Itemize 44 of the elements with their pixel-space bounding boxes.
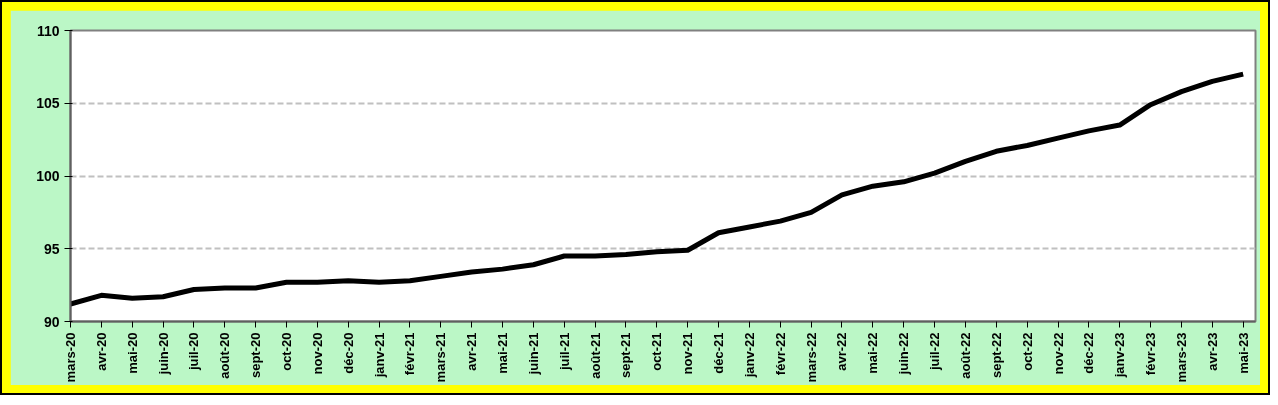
x-tick-label: juil-21	[556, 332, 572, 372]
x-tick-label: nov-22	[1050, 332, 1066, 375]
x-tick-label: mars-23	[1173, 332, 1189, 383]
x-tick-label: oct-20	[279, 332, 295, 371]
x-tick-label: août-22	[957, 332, 973, 379]
y-tick-label: 95	[43, 240, 60, 257]
x-tick-label: sept-21	[618, 332, 634, 379]
x-tick-label: mai-23	[1235, 332, 1251, 374]
y-tick-label: 105	[36, 95, 60, 112]
x-tick-label: avr-21	[464, 332, 480, 371]
y-tick-label: 110	[36, 22, 60, 39]
x-tick-label: oct-21	[649, 332, 665, 371]
x-tick-label: mars-20	[63, 332, 78, 383]
x-tick-label: déc-22	[1081, 332, 1097, 374]
x-tick-label: juin-20	[155, 332, 171, 376]
x-tick-label: avr-22	[834, 332, 850, 371]
x-tick-label: juil-22	[927, 332, 943, 372]
y-tick-label: 100	[36, 168, 60, 184]
x-tick-label: nov-21	[680, 332, 696, 375]
x-tick-label: juil-20	[186, 332, 202, 372]
x-tick-label: mai-22	[865, 332, 881, 374]
x-tick-label: sept-22	[988, 332, 1004, 379]
x-tick-label: févr-22	[772, 332, 788, 376]
x-tick-label: nov-20	[309, 332, 325, 375]
y-tick-label: 90	[43, 313, 60, 330]
x-tick-label: août-21	[587, 332, 603, 379]
x-tick-label: sept-20	[248, 332, 264, 379]
x-tick-label: juin-22	[896, 332, 912, 376]
x-tick-label: févr-23	[1143, 332, 1159, 376]
x-tick-label: déc-21	[711, 332, 727, 374]
x-tick-label: mars-22	[803, 332, 819, 383]
x-tick-label: avr-20	[93, 332, 109, 371]
x-tick-label: févr-21	[402, 332, 418, 376]
x-tick-label: oct-22	[1019, 332, 1035, 371]
x-tick-label: juin-21	[525, 332, 541, 376]
x-tick-label: mai-21	[495, 332, 511, 374]
x-tick-label: janv-23	[1112, 332, 1128, 379]
x-tick-label: mai-20	[124, 332, 140, 374]
x-tick-label: avr-23	[1204, 332, 1220, 371]
x-tick-label: mars-21	[433, 332, 449, 383]
x-tick-label: janv-22	[741, 332, 757, 379]
x-tick-label: déc-20	[340, 332, 356, 374]
x-tick-label: janv-21	[371, 332, 387, 379]
x-tick-label: août-20	[217, 332, 233, 379]
